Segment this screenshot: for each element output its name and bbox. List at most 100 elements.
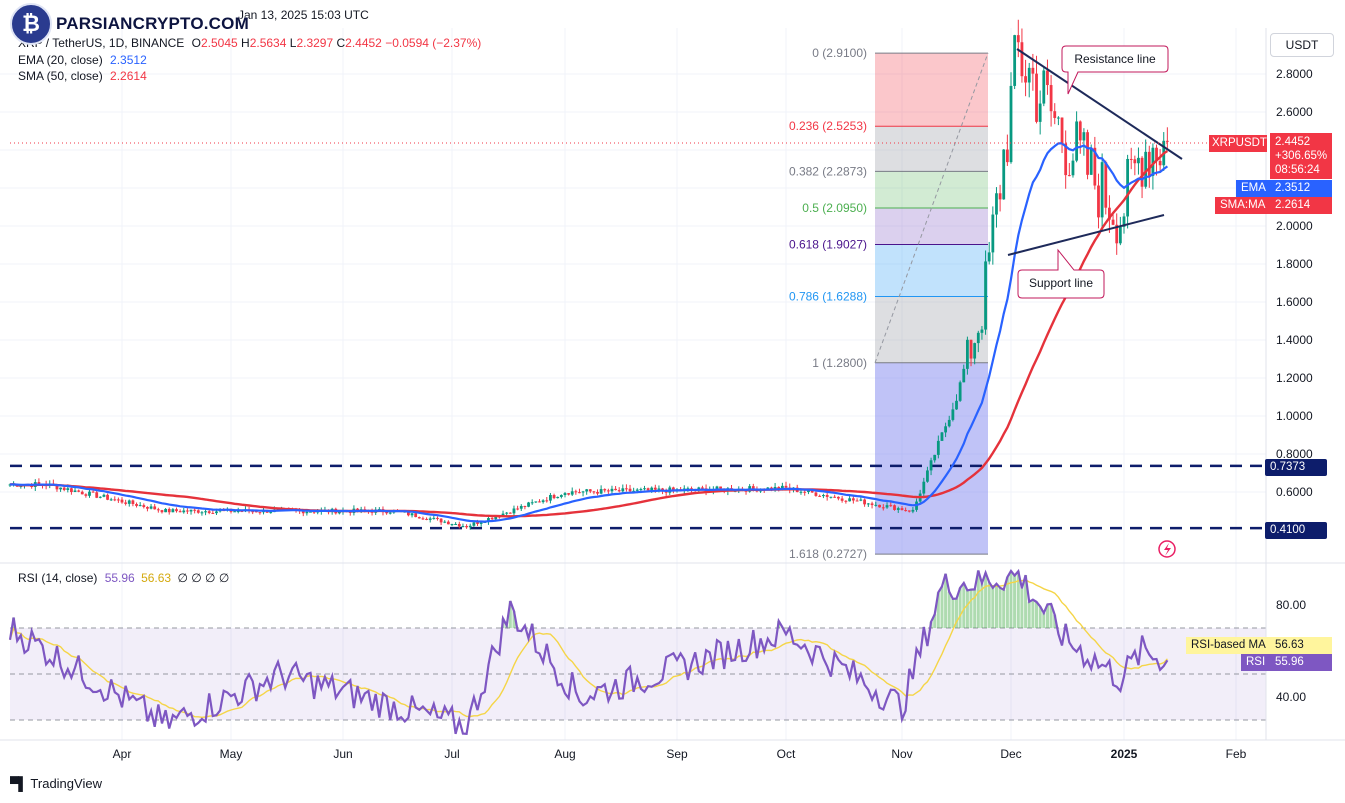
candle-body xyxy=(947,419,951,427)
candle-body xyxy=(1122,216,1126,227)
support-callout[interactable]: Support line xyxy=(1017,248,1105,299)
price-axis[interactable]: 2.80002.60002.40002.20002.00001.80001.60… xyxy=(1276,67,1313,499)
fibonacci-retracement[interactable]: 0 (2.9100) 0.236 (2.5253) 0.382 (2.2873) 0.… xyxy=(789,46,989,561)
currency-selector-button[interactable]: USDT xyxy=(1270,33,1334,57)
candle-body xyxy=(1129,158,1133,160)
candle-body xyxy=(443,521,447,523)
rsi-ma-line xyxy=(9,578,1168,719)
candle-body xyxy=(617,490,621,492)
rsi-line xyxy=(8,568,1169,735)
candle-body xyxy=(780,485,784,490)
candle-body xyxy=(269,512,273,514)
candle-body xyxy=(874,504,878,506)
candle-body xyxy=(596,491,599,494)
candle-body xyxy=(991,214,995,253)
candle-body xyxy=(911,509,915,512)
fib-trend-line xyxy=(874,52,989,363)
candle-body xyxy=(1005,149,1009,163)
candle-body xyxy=(657,488,661,490)
candle-body xyxy=(973,343,977,359)
fib-level-label: 1 (1.2800) xyxy=(812,356,867,370)
candle-body xyxy=(549,494,552,501)
tradingview-brand-text: TradingView xyxy=(30,776,102,791)
alert-lightning-icon[interactable] xyxy=(1158,540,1176,558)
support-label: Support line xyxy=(1029,276,1093,290)
candle-body xyxy=(113,499,117,501)
ema-20-line xyxy=(9,142,1169,523)
ohlc-open: 2.5045 xyxy=(200,36,238,50)
candle-body xyxy=(635,489,639,491)
rsi-legend[interactable]: RSI (14, close) 55.96 56.63 ∅ ∅ ∅ ∅ xyxy=(18,571,229,585)
sma-legend[interactable]: SMA (50, close) 2.2614 xyxy=(18,69,147,83)
candle-body xyxy=(1056,117,1060,119)
candle-body xyxy=(428,518,432,520)
candle-body xyxy=(508,512,512,514)
candle-body xyxy=(922,481,926,494)
candle-body xyxy=(62,487,66,490)
level-high-tag[interactable]: 0.7373 xyxy=(1265,459,1327,476)
time-tick-label: Oct xyxy=(777,747,796,761)
candle-body xyxy=(1067,175,1071,177)
candle-body xyxy=(803,491,807,493)
rsi-axis-value: 55.96 xyxy=(1270,654,1332,671)
candle-body xyxy=(799,491,803,493)
candle-body xyxy=(1013,35,1017,86)
candle-body xyxy=(106,494,109,500)
candle-body xyxy=(814,492,818,496)
tradingview-branding[interactable]: ▀▌ TradingView xyxy=(10,776,102,791)
candle-body xyxy=(570,491,574,495)
candle-body xyxy=(1126,158,1130,217)
candle-body xyxy=(70,488,73,493)
candle-body xyxy=(479,522,483,524)
candle-body xyxy=(450,524,454,526)
candle-body xyxy=(156,509,160,511)
resistance-callout[interactable]: Resistance line xyxy=(1061,45,1169,95)
candle-body xyxy=(855,500,859,502)
candle-body xyxy=(1151,147,1155,176)
candle-body xyxy=(1147,151,1151,176)
candle-body xyxy=(98,496,102,498)
fib-zone xyxy=(875,126,988,172)
candle-body xyxy=(784,485,788,488)
candle-body xyxy=(432,517,436,519)
candle-body xyxy=(581,491,585,493)
candle-body xyxy=(171,509,175,513)
candle-body xyxy=(236,511,240,513)
candle-body xyxy=(1009,85,1013,163)
candle-body xyxy=(588,489,592,492)
candle-body xyxy=(599,489,603,494)
horizontal-levels[interactable] xyxy=(10,464,1266,530)
candle-body xyxy=(976,332,980,344)
rsi-axis[interactable]: 80.00 40.00 xyxy=(1276,598,1306,704)
candle-body xyxy=(863,499,866,505)
candle-body xyxy=(1031,67,1035,74)
rsi-ma-axis-value: 56.63 xyxy=(1270,637,1332,654)
candle-body xyxy=(1016,35,1020,43)
rsi-ma-axis-label: RSI-based MA xyxy=(1186,637,1271,654)
level-low-tag[interactable]: 0.4100 xyxy=(1265,522,1327,539)
rsi-legend-value: 55.96 xyxy=(104,571,135,585)
ema-legend[interactable]: EMA (20, close) 2.3512 xyxy=(18,53,147,67)
rsi-legend-extras: ∅ ∅ ∅ ∅ xyxy=(177,571,230,585)
candle-body xyxy=(807,489,810,493)
support-trendline[interactable] xyxy=(1007,214,1165,256)
candle-body xyxy=(215,511,218,514)
price-tick-label: 2.0000 xyxy=(1276,219,1313,233)
candle-body xyxy=(592,491,596,493)
price-tick-label: 2.8000 xyxy=(1276,67,1313,81)
fib-level-label: 0.5 (2.0950) xyxy=(802,201,867,215)
last-price-change: +306.65% xyxy=(1275,150,1328,162)
candle-body xyxy=(559,495,563,497)
sma-axis-label: SMA:MA xyxy=(1215,197,1271,214)
last-price-value: 2.4452 xyxy=(1275,136,1311,148)
rsi-pane[interactable] xyxy=(8,568,1266,735)
candle-body xyxy=(833,496,837,498)
candle-body xyxy=(1024,76,1027,83)
candle-body xyxy=(810,489,814,493)
resistance-trendline[interactable] xyxy=(1016,48,1183,160)
candle-body xyxy=(530,502,534,504)
candle-body xyxy=(516,508,520,510)
time-axis[interactable]: Apr May Jun Jul Aug Sep Oct Nov Dec 2025 Feb xyxy=(113,747,1247,761)
candle-body xyxy=(621,488,625,492)
